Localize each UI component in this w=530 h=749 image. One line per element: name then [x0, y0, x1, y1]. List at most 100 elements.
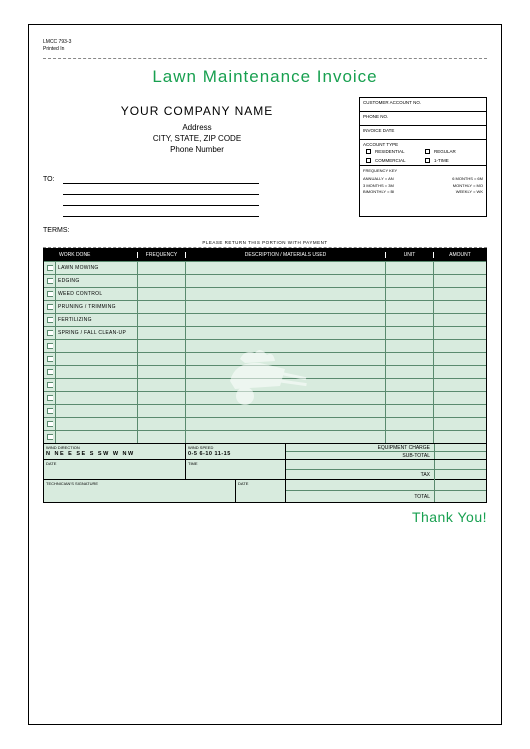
freq-cell[interactable] [138, 392, 186, 404]
row-checkbox[interactable] [47, 330, 53, 336]
row-checkbox[interactable] [47, 395, 53, 401]
work-cell: EDGING [56, 275, 138, 287]
desc-cell[interactable] [186, 392, 386, 404]
unit-cell[interactable] [386, 418, 434, 430]
desc-cell[interactable] [186, 275, 386, 287]
desc-cell[interactable] [186, 327, 386, 339]
freq-cell[interactable] [138, 366, 186, 378]
desc-cell[interactable] [186, 262, 386, 274]
amount-cell[interactable] [434, 301, 486, 313]
date-cell[interactable]: DATE [44, 460, 186, 479]
freq-cell[interactable] [138, 314, 186, 326]
row-checkbox[interactable] [47, 369, 53, 375]
to-line[interactable] [63, 206, 259, 217]
amount-cell[interactable] [434, 288, 486, 300]
company-name: YOUR COMPANY NAME [43, 103, 351, 120]
freq-cell[interactable] [138, 288, 186, 300]
checkbox-commercial[interactable] [366, 158, 371, 163]
unit-cell[interactable] [386, 405, 434, 417]
subtotal-value[interactable] [434, 452, 486, 459]
amount-cell[interactable] [434, 340, 486, 352]
amount-cell[interactable] [434, 314, 486, 326]
desc-cell[interactable] [186, 418, 386, 430]
time-cell[interactable]: TIME [186, 460, 286, 479]
amount-cell[interactable] [434, 392, 486, 404]
freq-cell[interactable] [138, 431, 186, 443]
row-checkbox[interactable] [47, 291, 53, 297]
desc-cell[interactable] [186, 288, 386, 300]
total-value[interactable] [434, 491, 486, 502]
freq-cell[interactable] [138, 275, 186, 287]
phone-cell[interactable]: PHONE NO. [360, 112, 486, 126]
row-checkbox[interactable] [47, 421, 53, 427]
equip-charge-value[interactable] [434, 444, 486, 451]
unit-cell[interactable] [386, 301, 434, 313]
row-checkbox[interactable] [47, 343, 53, 349]
freq-cell[interactable] [138, 301, 186, 313]
unit-cell[interactable] [386, 314, 434, 326]
row-checkbox[interactable] [47, 278, 53, 284]
onetime-label: 1-TIME [434, 158, 480, 163]
amount-cell[interactable] [434, 431, 486, 443]
sig-date-cell[interactable]: DATE [236, 480, 286, 502]
residential-label: RESIDENTIAL [375, 149, 421, 154]
invoice-date-cell[interactable]: INVOICE DATE [360, 126, 486, 140]
unit-cell[interactable] [386, 392, 434, 404]
amount-cell[interactable] [434, 379, 486, 391]
wind-speed-cell[interactable]: WIND SPEED 0-5 6-10 11-15 [186, 444, 286, 459]
amount-cell[interactable] [434, 275, 486, 287]
unit-cell[interactable] [386, 431, 434, 443]
desc-cell[interactable] [186, 366, 386, 378]
amount-cell[interactable] [434, 327, 486, 339]
unit-cell[interactable] [386, 275, 434, 287]
amount-cell[interactable] [434, 353, 486, 365]
desc-cell[interactable] [186, 353, 386, 365]
freq-cell[interactable] [138, 405, 186, 417]
freq-cell[interactable] [138, 327, 186, 339]
wind-direction-cell[interactable]: WIND DIRECTION N NE E SE S SW W NW [44, 444, 186, 459]
desc-cell[interactable] [186, 314, 386, 326]
desc-cell[interactable] [186, 431, 386, 443]
checkbox-residential[interactable] [366, 149, 371, 154]
amount-cell[interactable] [434, 262, 486, 274]
unit-cell[interactable] [386, 262, 434, 274]
row-checkbox[interactable] [47, 265, 53, 271]
row-checkbox[interactable] [47, 317, 53, 323]
blank2-value[interactable] [434, 480, 486, 490]
signature-cell[interactable]: TECHNICIAN'S SIGNATURE [44, 480, 236, 502]
cust-acct-cell[interactable]: CUSTOMER ACCOUNT NO. [360, 98, 486, 112]
freq-cell[interactable] [138, 379, 186, 391]
desc-cell[interactable] [186, 301, 386, 313]
row-checkbox[interactable] [47, 434, 53, 440]
unit-cell[interactable] [386, 353, 434, 365]
freq-cell[interactable] [138, 353, 186, 365]
unit-cell[interactable] [386, 379, 434, 391]
freq-cell[interactable] [138, 340, 186, 352]
freq-cell[interactable] [138, 418, 186, 430]
amount-cell[interactable] [434, 418, 486, 430]
row-checkbox[interactable] [47, 382, 53, 388]
desc-cell[interactable] [186, 379, 386, 391]
company-block: YOUR COMPANY NAME Address CITY, STATE, Z… [43, 97, 351, 217]
desc-cell[interactable] [186, 405, 386, 417]
terms-label: TERMS: [43, 227, 487, 234]
blank-value[interactable] [434, 460, 486, 469]
tax-value[interactable] [434, 470, 486, 480]
row-checkbox[interactable] [47, 408, 53, 414]
unit-cell[interactable] [386, 366, 434, 378]
desc-cell[interactable] [186, 340, 386, 352]
to-line[interactable] [63, 195, 259, 206]
unit-cell[interactable] [386, 340, 434, 352]
to-line[interactable] [63, 173, 259, 184]
checkbox-onetime[interactable] [425, 158, 430, 163]
row-checkbox[interactable] [47, 304, 53, 310]
tear-line-top [43, 58, 487, 59]
freq-cell[interactable] [138, 262, 186, 274]
amount-cell[interactable] [434, 366, 486, 378]
row-checkbox[interactable] [47, 356, 53, 362]
to-line[interactable] [63, 184, 259, 195]
checkbox-regular[interactable] [425, 149, 430, 154]
amount-cell[interactable] [434, 405, 486, 417]
unit-cell[interactable] [386, 327, 434, 339]
unit-cell[interactable] [386, 288, 434, 300]
